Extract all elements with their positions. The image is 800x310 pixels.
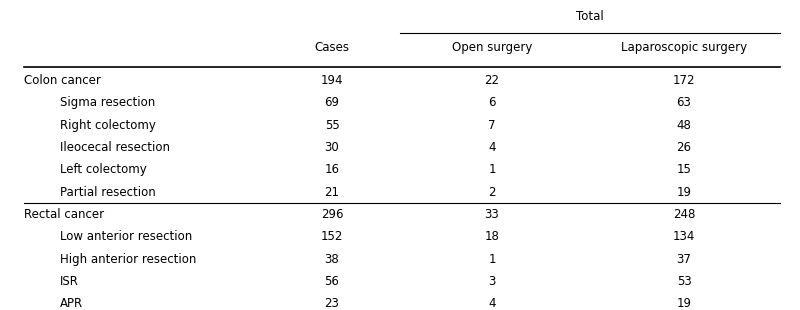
Text: Rectal cancer: Rectal cancer [24, 208, 104, 221]
Text: Total: Total [576, 10, 604, 23]
Text: Ileocecal resection: Ileocecal resection [60, 141, 170, 154]
Text: Partial resection: Partial resection [60, 186, 156, 199]
Text: 248: 248 [673, 208, 695, 221]
Text: APR: APR [60, 297, 83, 310]
Text: 23: 23 [325, 297, 339, 310]
Text: Open surgery: Open surgery [452, 41, 532, 54]
Text: Right colectomy: Right colectomy [60, 119, 156, 132]
Text: Colon cancer: Colon cancer [24, 74, 101, 87]
Text: 19: 19 [677, 297, 691, 310]
Text: 21: 21 [325, 186, 339, 199]
Text: 2: 2 [488, 186, 496, 199]
Text: 152: 152 [321, 230, 343, 243]
Text: ISR: ISR [60, 275, 79, 288]
Text: Left colectomy: Left colectomy [60, 163, 146, 176]
Text: 55: 55 [325, 119, 339, 132]
Text: 4: 4 [488, 297, 496, 310]
Text: 53: 53 [677, 275, 691, 288]
Text: 69: 69 [325, 96, 339, 109]
Text: Low anterior resection: Low anterior resection [60, 230, 192, 243]
Text: 30: 30 [325, 141, 339, 154]
Text: 18: 18 [485, 230, 499, 243]
Text: 19: 19 [677, 186, 691, 199]
Text: Laparoscopic surgery: Laparoscopic surgery [621, 41, 747, 54]
Text: 7: 7 [488, 119, 496, 132]
Text: 1: 1 [488, 253, 496, 266]
Text: 22: 22 [485, 74, 499, 87]
Text: 3: 3 [488, 275, 496, 288]
Text: Cases: Cases [314, 41, 350, 54]
Text: 134: 134 [673, 230, 695, 243]
Text: Sigma resection: Sigma resection [60, 96, 155, 109]
Text: 38: 38 [325, 253, 339, 266]
Text: 56: 56 [325, 275, 339, 288]
Text: 4: 4 [488, 141, 496, 154]
Text: 37: 37 [677, 253, 691, 266]
Text: 172: 172 [673, 74, 695, 87]
Text: 26: 26 [677, 141, 691, 154]
Text: 63: 63 [677, 96, 691, 109]
Text: 1: 1 [488, 163, 496, 176]
Text: 33: 33 [485, 208, 499, 221]
Text: 16: 16 [325, 163, 339, 176]
Text: 48: 48 [677, 119, 691, 132]
Text: 296: 296 [321, 208, 343, 221]
Text: High anterior resection: High anterior resection [60, 253, 196, 266]
Text: 15: 15 [677, 163, 691, 176]
Text: 6: 6 [488, 96, 496, 109]
Text: 194: 194 [321, 74, 343, 87]
